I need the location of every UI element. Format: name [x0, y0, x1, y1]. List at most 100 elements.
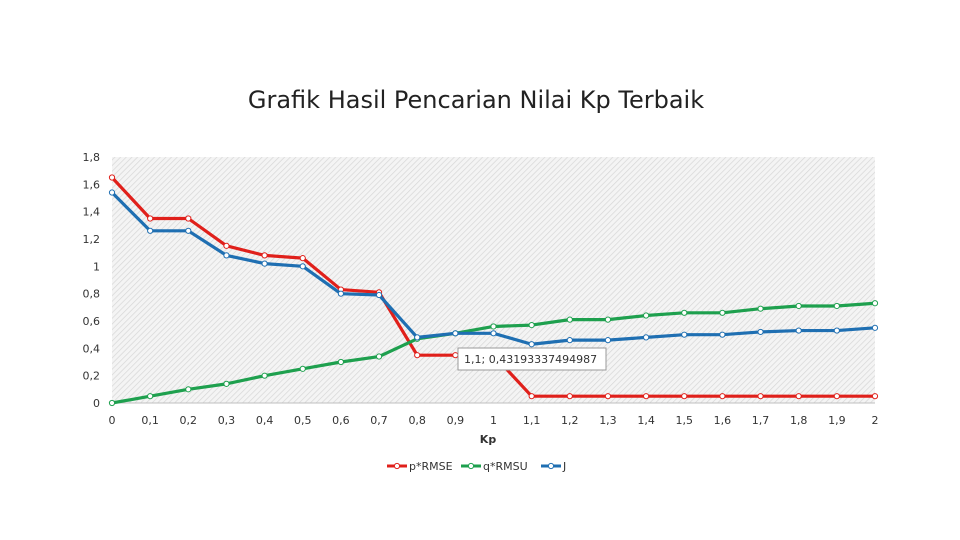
- data-point: [719, 331, 726, 338]
- x-axis-title: Kp: [480, 433, 497, 446]
- data-point: [185, 215, 192, 222]
- x-tick-label: 2: [872, 414, 879, 427]
- x-axis-ticks: 0 0,1 0,2 0,3 0,4 0,5 0,6 0,7 0,8 0,9 1 1,1 1,2 1,3 1,…: [109, 414, 879, 427]
- series-1: [108, 300, 879, 407]
- data-point: [337, 358, 344, 366]
- x-tick-label: 1,6: [714, 414, 732, 427]
- data-point: [643, 393, 650, 400]
- x-tick-label: 1,1: [523, 414, 541, 427]
- data-point: [604, 316, 612, 323]
- data-point: [185, 227, 192, 234]
- data-point: [719, 309, 726, 316]
- legend-label: q*RMSU: [483, 460, 528, 473]
- x-tick-label: 1,5: [676, 414, 694, 427]
- data-point: [261, 260, 268, 267]
- data-point: [757, 393, 764, 400]
- data-point: [147, 215, 154, 222]
- data-point: [375, 353, 383, 360]
- y-tick-label: 0,4: [83, 342, 101, 355]
- data-point: [604, 393, 612, 400]
- data-point: [337, 290, 344, 297]
- x-tick-label: 0,1: [141, 414, 159, 427]
- y-tick-label: 1,6: [83, 178, 101, 191]
- data-point: [414, 334, 421, 341]
- data-point: [147, 393, 154, 400]
- chart-title: Grafik Hasil Pencarian Nilai Kp Terbaik: [248, 86, 704, 114]
- data-point: [719, 393, 726, 400]
- x-tick-label: 0,7: [370, 414, 388, 427]
- legend-label: J: [562, 460, 566, 473]
- data-point: [490, 323, 497, 330]
- y-tick-label: 0,6: [83, 315, 101, 328]
- data-point: [223, 252, 230, 259]
- data-point: [223, 380, 230, 387]
- data-point: [452, 352, 459, 359]
- data-point: [757, 328, 764, 336]
- x-tick-label: 0,9: [447, 414, 465, 427]
- data-point: [681, 331, 688, 338]
- legend-item: J: [541, 460, 566, 473]
- data-point: [108, 189, 116, 196]
- data-point: [375, 291, 383, 299]
- data-point: [757, 305, 764, 312]
- data-point: [223, 242, 230, 249]
- data-point: [261, 252, 268, 259]
- data-point: [604, 337, 612, 344]
- y-tick-label: 1,2: [83, 233, 101, 246]
- legend: p*RMSE q*RMSU J: [387, 460, 566, 473]
- data-point: [299, 365, 306, 372]
- series-2: [108, 189, 879, 348]
- x-tick-label: 1,7: [752, 414, 770, 427]
- data-point: [871, 300, 879, 307]
- x-tick-label: 0,8: [408, 414, 426, 427]
- y-tick-label: 0,2: [83, 370, 101, 383]
- x-tick-label: 1,4: [637, 414, 655, 427]
- legend-label: p*RMSE: [409, 460, 453, 473]
- data-point: [261, 372, 268, 379]
- legend-marker: [547, 462, 555, 470]
- y-tick-label: 0: [93, 397, 100, 410]
- x-tick-label: 0,6: [332, 414, 350, 427]
- x-tick-label: 0,3: [218, 414, 236, 427]
- data-point: [147, 227, 154, 234]
- y-tick-label: 1,4: [83, 206, 101, 219]
- x-tick-label: 0: [109, 414, 116, 427]
- data-point: [490, 330, 497, 337]
- data-point: [795, 393, 802, 400]
- data-point: [452, 330, 459, 337]
- y-tick-label: 1,8: [83, 151, 101, 164]
- y-tick-label: 1: [93, 260, 100, 273]
- x-tick-label: 0,5: [294, 414, 312, 427]
- y-axis-ticks: 0 0,2 0,4 0,6 0,8 1 1,2 1,4 1,6 1,8: [83, 151, 101, 410]
- data-point: [833, 393, 840, 400]
- x-tick-label: 1,8: [790, 414, 808, 427]
- data-point: [185, 386, 192, 393]
- legend-item: q*RMSU: [461, 460, 528, 473]
- x-tick-label: 1: [490, 414, 497, 427]
- y-tick-label: 0,8: [83, 288, 101, 301]
- legend-marker: [467, 462, 475, 470]
- data-point: [108, 174, 116, 181]
- data-point: [566, 393, 573, 400]
- data-point: [833, 302, 840, 310]
- data-point: [566, 337, 573, 344]
- data-point: [414, 352, 421, 359]
- data-point: [643, 334, 650, 341]
- x-tick-label: 1,9: [828, 414, 846, 427]
- data-point: [871, 393, 879, 400]
- data-point: [681, 309, 688, 316]
- data-point: [108, 399, 116, 407]
- legend-marker: [393, 462, 401, 470]
- data-point: [566, 316, 573, 323]
- x-tick-label: 1,2: [561, 414, 579, 427]
- data-point: [795, 302, 802, 310]
- x-tick-label: 0,4: [256, 414, 274, 427]
- data-point: [528, 322, 535, 329]
- data-point: [299, 263, 306, 270]
- x-tick-label: 0,2: [180, 414, 198, 427]
- x-tick-label: 1,3: [599, 414, 617, 427]
- data-point: [528, 393, 535, 400]
- legend-item: p*RMSE: [387, 460, 453, 473]
- annotation-text: 1,1; 0,43193337494987: [464, 353, 597, 366]
